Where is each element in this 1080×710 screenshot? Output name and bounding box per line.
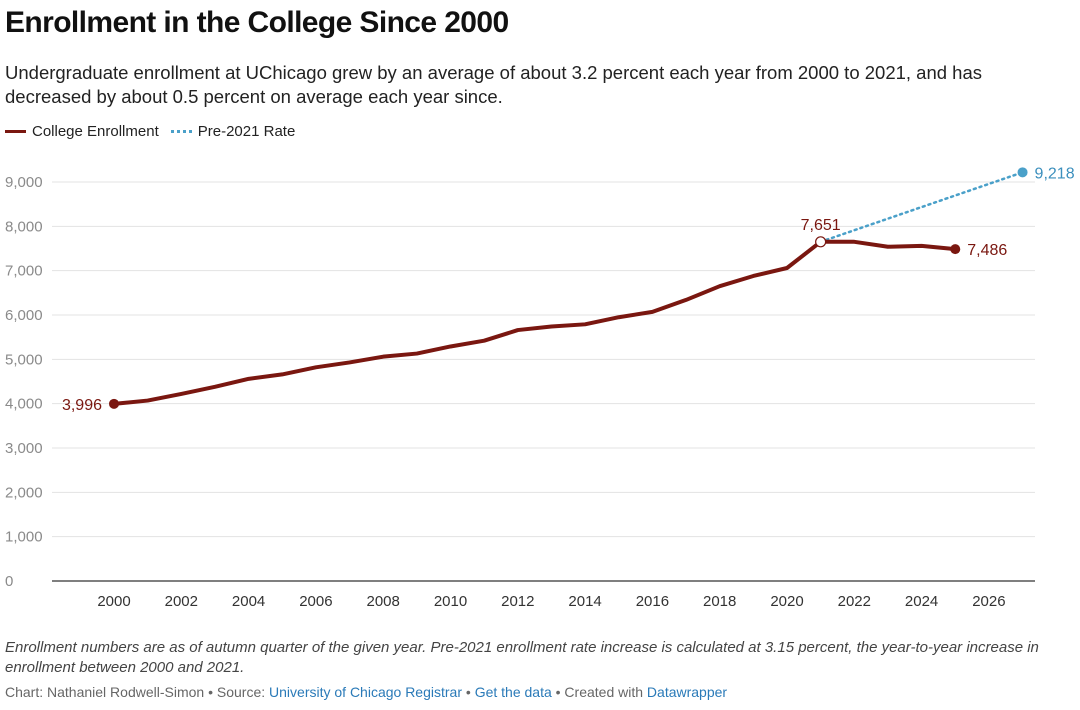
byline-separator: • bbox=[462, 684, 475, 700]
x-axis: 2000 2002 2004 2006 2008 2010 2012 2014 2016 2018… bbox=[97, 593, 1005, 610]
y-tick-label: 3,000 bbox=[5, 440, 43, 457]
data-point bbox=[314, 365, 318, 369]
x-tick-label: 2006 bbox=[299, 593, 332, 610]
data-labels: 3,996 7,651 7,486 9,218 bbox=[62, 165, 1075, 414]
data-point bbox=[381, 355, 385, 359]
series-line-pre-2021-rate bbox=[819, 171, 1024, 244]
data-point bbox=[213, 385, 217, 389]
data-point bbox=[718, 284, 722, 288]
x-tick-label: 2010 bbox=[434, 593, 467, 610]
x-tick-label: 2022 bbox=[838, 593, 871, 610]
data-point bbox=[617, 315, 621, 319]
legend-label-pre-2021-rate: Pre-2021 Rate bbox=[197, 123, 296, 140]
data-point bbox=[179, 392, 183, 396]
data-point bbox=[146, 399, 150, 403]
data-point bbox=[280, 372, 284, 376]
data-point bbox=[785, 266, 789, 270]
legend-item-pre-2021-rate: Pre-2021 Rate bbox=[170, 123, 296, 140]
projection-end-marker bbox=[1017, 167, 1028, 178]
data-markers bbox=[109, 167, 1028, 409]
data-label-projection: 9,218 bbox=[1035, 165, 1075, 182]
data-label-2021: 7,651 bbox=[801, 217, 841, 234]
data-point bbox=[348, 360, 352, 364]
gridlines bbox=[52, 181, 1035, 582]
chart-title: Enrollment in the College Since 2000 bbox=[5, 6, 509, 39]
legend-swatch-pre-2021-rate bbox=[170, 130, 192, 133]
line-chart: 0 1,000 2,000 3,000 4,000 5,000 6,000 7,000 8,00… bbox=[5, 165, 1075, 610]
x-tick-label: 2024 bbox=[905, 593, 938, 610]
legend-item-enrollment: College Enrollment bbox=[5, 123, 159, 140]
data-point bbox=[751, 274, 755, 278]
y-tick-label: 6,000 bbox=[5, 307, 43, 324]
chart-byline: Chart: Nathaniel Rodwell-Simon • Source:… bbox=[5, 684, 727, 700]
legend-label-enrollment: College Enrollment bbox=[32, 123, 159, 140]
data-label-end: 7,486 bbox=[967, 242, 1007, 259]
data-point bbox=[684, 298, 688, 302]
x-tick-label: 2026 bbox=[972, 593, 1005, 610]
x-tick-label: 2018 bbox=[703, 593, 736, 610]
byline-credit: Chart: Nathaniel Rodwell-Simon • Source: bbox=[5, 684, 270, 700]
y-axis: 0 1,000 2,000 3,000 4,000 5,000 6,000 7,000 8,00… bbox=[5, 174, 43, 590]
y-tick-label: 1,000 bbox=[5, 529, 43, 546]
data-point bbox=[852, 240, 856, 244]
data-point bbox=[583, 322, 587, 326]
x-tick-label: 2000 bbox=[97, 593, 130, 610]
legend: College Enrollment Pre-2021 Rate bbox=[5, 123, 307, 140]
start-point-marker bbox=[109, 398, 119, 409]
data-point bbox=[920, 244, 924, 248]
series-lines bbox=[112, 171, 1024, 406]
end-point-marker bbox=[950, 244, 961, 255]
y-tick-label: 9,000 bbox=[5, 174, 43, 191]
y-tick-label: 8,000 bbox=[5, 218, 43, 235]
y-tick-label: 0 bbox=[5, 573, 13, 590]
x-tick-label: 2012 bbox=[501, 593, 534, 610]
x-tick-label: 2014 bbox=[568, 593, 601, 610]
y-tick-label: 4,000 bbox=[5, 396, 43, 413]
datawrapper-link[interactable]: Datawrapper bbox=[646, 684, 728, 700]
y-tick-label: 7,000 bbox=[5, 263, 43, 280]
chart-subtitle: Undergraduate enrollment at UChicago gre… bbox=[5, 62, 983, 107]
data-point bbox=[549, 325, 553, 329]
byline-created-with: • Created with bbox=[551, 684, 647, 700]
legend-swatch-enrollment bbox=[5, 130, 26, 133]
data-point bbox=[415, 352, 419, 356]
data-point bbox=[886, 245, 890, 249]
data-label-start: 3,996 bbox=[62, 397, 102, 414]
data-point bbox=[449, 344, 453, 348]
data-point bbox=[247, 377, 251, 381]
y-tick-label: 2,000 bbox=[5, 484, 43, 501]
data-point bbox=[516, 328, 520, 332]
series-line-college-enrollment bbox=[112, 239, 958, 406]
y-tick-label: 5,000 bbox=[5, 351, 43, 368]
data-point bbox=[650, 310, 654, 314]
chart-notes: Enrollment numbers are as of autumn quar… bbox=[5, 639, 1039, 676]
x-tick-label: 2016 bbox=[636, 593, 669, 610]
x-tick-label: 2008 bbox=[367, 593, 400, 610]
x-tick-label: 2002 bbox=[165, 593, 198, 610]
pivot-2021-marker bbox=[815, 236, 827, 248]
source-link[interactable]: University of Chicago Registrar bbox=[269, 684, 462, 700]
data-point bbox=[482, 339, 486, 343]
x-tick-label: 2004 bbox=[232, 593, 265, 610]
x-tick-label: 2020 bbox=[770, 593, 803, 610]
get-the-data-link[interactable]: Get the data bbox=[474, 684, 552, 700]
